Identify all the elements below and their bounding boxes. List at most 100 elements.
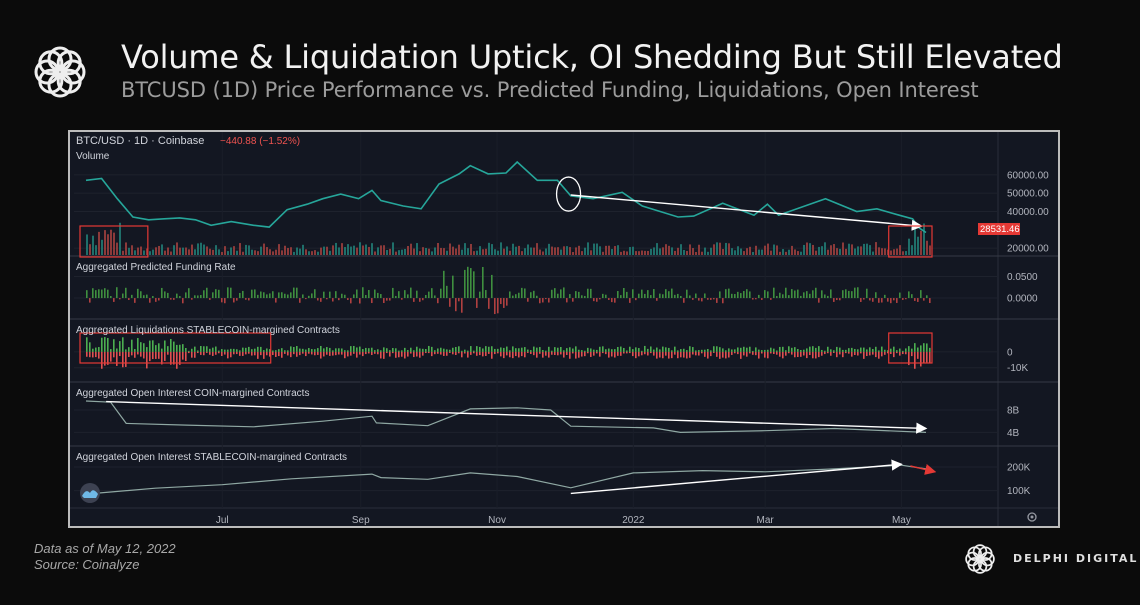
liquidation-bar-long bbox=[545, 350, 547, 352]
funding-bar bbox=[146, 294, 148, 299]
liquidation-bar-short bbox=[137, 351, 139, 355]
funding-bar bbox=[659, 293, 661, 299]
liquidation-bar-short bbox=[134, 351, 136, 358]
funding-bar bbox=[908, 291, 910, 299]
settings-gear-icon[interactable] bbox=[1027, 512, 1037, 522]
liquidation-bar-short bbox=[854, 351, 856, 356]
liquidation-bar-short bbox=[761, 351, 763, 354]
liquidation-bar-short bbox=[95, 351, 97, 358]
funding-bar bbox=[647, 290, 649, 299]
liquidation-bar-long bbox=[470, 346, 472, 352]
volume-bar bbox=[449, 243, 451, 255]
volume-bar bbox=[89, 244, 91, 255]
liquidation-bar-long bbox=[461, 350, 463, 352]
liquidation-bar-short bbox=[857, 351, 859, 356]
liquidation-bar-short bbox=[425, 351, 427, 354]
liquidation-bar-short bbox=[401, 351, 403, 357]
liquidation-bar-short bbox=[380, 351, 382, 359]
funding-bar bbox=[536, 295, 538, 299]
liquidation-bar-long bbox=[833, 350, 835, 352]
funding-bar bbox=[716, 298, 718, 303]
funding-bar bbox=[758, 294, 760, 299]
liquidation-bar-long bbox=[179, 344, 181, 352]
liquidation-bar-short bbox=[908, 351, 910, 366]
liquidation-bar-long bbox=[212, 347, 214, 352]
liquidation-bar-short bbox=[308, 351, 310, 354]
liquidation-bar-short bbox=[707, 351, 709, 359]
volume-bar bbox=[908, 238, 910, 255]
volume-bar bbox=[830, 245, 832, 255]
liquidation-bar-long bbox=[863, 347, 865, 352]
volume-bar bbox=[95, 245, 97, 255]
chart-frame[interactable]: 60000.00 50000.00 40000.00 20000.00 0.0500 0.… bbox=[68, 130, 1060, 528]
liquidation-bar-long bbox=[749, 346, 751, 352]
liquidation-bar-long bbox=[368, 348, 370, 352]
funding-bar bbox=[425, 295, 427, 299]
liquidation-bar-long bbox=[326, 347, 328, 352]
liquidation-bar-long bbox=[164, 340, 166, 352]
volume-bar bbox=[848, 243, 850, 255]
volume-bar bbox=[554, 247, 556, 255]
funding-bar bbox=[512, 295, 514, 299]
liquidation-bar-short bbox=[590, 351, 592, 357]
liquidation-bar-short bbox=[599, 351, 601, 357]
funding-bar bbox=[377, 292, 379, 299]
liquidation-bar-long bbox=[893, 346, 895, 352]
funding-bar bbox=[785, 287, 787, 299]
funding-bar bbox=[266, 294, 268, 299]
funding-bar bbox=[494, 298, 496, 315]
liquidation-bar-long bbox=[386, 348, 388, 352]
volume-bar bbox=[788, 249, 790, 255]
liquidation-bar-short bbox=[785, 351, 787, 356]
liquidation-bar-long bbox=[527, 349, 529, 352]
liquidation-bar-short bbox=[734, 351, 736, 354]
liquidation-bar-short bbox=[392, 351, 394, 354]
liquidation-bar-long bbox=[515, 348, 517, 352]
volume-bar bbox=[518, 245, 520, 255]
symbol-header: BTC/USD · 1D · Coinbase bbox=[76, 135, 204, 147]
funding-bar bbox=[509, 291, 511, 299]
funding-bar bbox=[446, 285, 448, 299]
volume-bar bbox=[641, 250, 643, 255]
liquidation-bar-short bbox=[767, 351, 769, 359]
liquidation-bar-long bbox=[677, 350, 679, 352]
liquidation-bar-short bbox=[647, 351, 649, 356]
volume-bar bbox=[275, 249, 277, 255]
volume-bar bbox=[170, 251, 172, 255]
funding-bar bbox=[278, 292, 280, 299]
volume-bar bbox=[410, 243, 412, 255]
liquidation-bar-short bbox=[116, 351, 118, 366]
liquidation-bar-short bbox=[185, 351, 187, 362]
liquidation-bar-short bbox=[455, 351, 457, 355]
liquidation-bar-long bbox=[569, 347, 571, 352]
liquidation-bar-short bbox=[917, 351, 919, 359]
funding-bar bbox=[323, 291, 325, 299]
volume-bar bbox=[452, 246, 454, 255]
volume-bar bbox=[617, 245, 619, 255]
liquidation-bar-short bbox=[575, 351, 577, 359]
volume-bar bbox=[119, 222, 121, 255]
liquidation-bar-short bbox=[182, 351, 184, 360]
funding-bar bbox=[452, 275, 454, 299]
volume-bar bbox=[725, 242, 727, 255]
liquidation-bar-long bbox=[608, 348, 610, 352]
liquidation-bar-long bbox=[104, 337, 106, 352]
liquidation-bar-long bbox=[584, 350, 586, 352]
funding-bar bbox=[89, 298, 91, 303]
annotation-ellipse bbox=[555, 176, 582, 212]
liquidation-bar-short bbox=[878, 351, 880, 359]
volume-bar bbox=[431, 251, 433, 255]
tradingview-chart[interactable]: 60000.00 50000.00 40000.00 20000.00 0.0500 0.… bbox=[70, 132, 1058, 526]
liquidation-bar-long bbox=[452, 347, 454, 352]
liquidation-bar-long bbox=[878, 350, 880, 352]
funding-bar bbox=[737, 291, 739, 299]
liquidation-bar-short bbox=[356, 351, 358, 358]
volume-bar bbox=[533, 247, 535, 255]
liquidation-bar-long bbox=[620, 346, 622, 352]
funding-bar bbox=[854, 287, 856, 299]
volume-bar bbox=[305, 249, 307, 255]
volume-bar bbox=[122, 250, 124, 255]
funding-bar bbox=[776, 296, 778, 299]
volume-bar bbox=[374, 251, 376, 255]
volume-bar bbox=[653, 247, 655, 255]
